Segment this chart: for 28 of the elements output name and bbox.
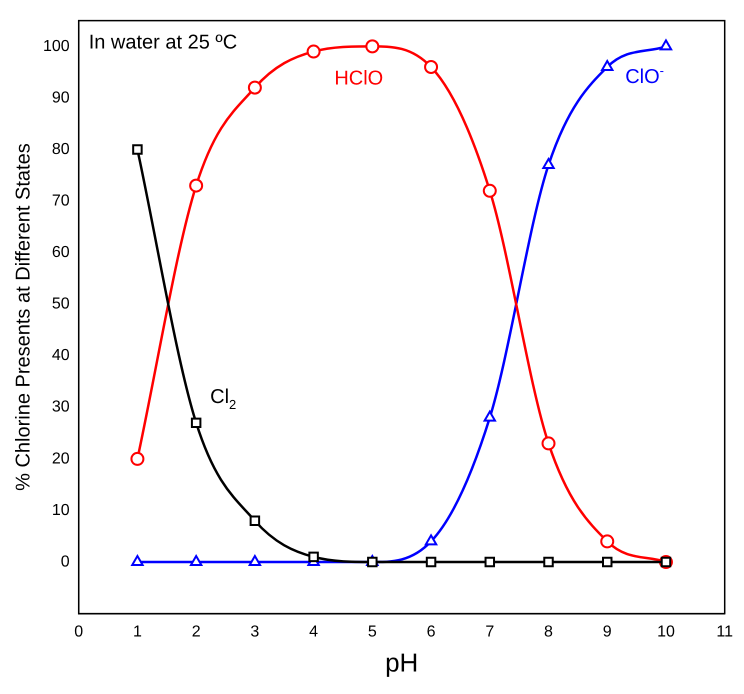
x-axis-title: pH [385,648,418,678]
x-tick-label: 9 [602,624,612,641]
y-axis-title: % Chlorine Presents at Different States [12,143,35,491]
y-tick-label: 40 [52,347,70,364]
series-label: ClO- [625,63,664,88]
x-tick-label: 4 [309,624,318,641]
y-tick-label: 70 [52,192,70,210]
x-tick-label: 0 [74,624,84,641]
x-tick-label: 3 [250,624,260,641]
series-label: HClO [334,67,384,90]
annotation: In water at 25 ºC [88,32,238,54]
x-tick-label: 10 [657,624,675,641]
y-tick-label: 100 [42,38,70,55]
x-tick-label: 1 [132,624,142,641]
x-tick-label: 7 [485,624,494,641]
x-tick-label: 11 [716,624,734,641]
y-tick-label: 10 [52,502,70,519]
y-tick-label: 50 [52,296,70,313]
y-tick-label: 30 [52,398,70,416]
y-tick-label: 20 [52,450,70,468]
x-tick-label: 6 [426,624,436,641]
y-tick-label: 90 [52,89,70,106]
y-tick-label: 60 [52,244,70,262]
y-tick-label: 0 [60,553,70,570]
x-tick-label: 8 [544,624,554,641]
x-tick-label: 2 [192,624,201,641]
x-tick-label: 5 [368,624,377,641]
y-tick-label: 80 [52,140,70,158]
